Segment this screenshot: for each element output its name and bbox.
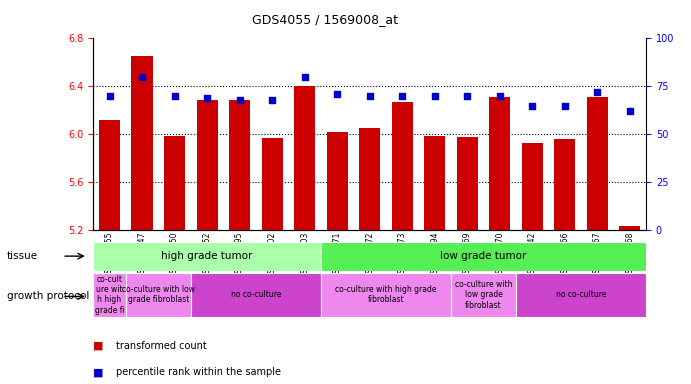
Text: co-cult
ure wit
h high
grade fi: co-cult ure wit h high grade fi: [95, 275, 124, 315]
Bar: [294, 86, 315, 230]
Text: percentile rank within the sample: percentile rank within the sample: [116, 367, 281, 377]
Bar: [191, 273, 321, 317]
Bar: [451, 273, 516, 317]
Point: [202, 95, 213, 101]
Bar: [489, 97, 511, 230]
Bar: [93, 273, 126, 317]
Point: [267, 97, 278, 103]
Text: no co-culture: no co-culture: [231, 290, 281, 299]
Bar: [262, 138, 283, 230]
Text: growth protocol: growth protocol: [7, 291, 89, 301]
Bar: [327, 132, 348, 230]
Bar: [587, 97, 608, 230]
Bar: [164, 136, 185, 230]
Point: [364, 93, 375, 99]
Point: [462, 93, 473, 99]
Bar: [93, 242, 321, 271]
Text: high grade tumor: high grade tumor: [162, 251, 253, 262]
Point: [234, 97, 245, 103]
Bar: [229, 99, 250, 230]
Bar: [321, 242, 646, 271]
Text: GDS4055 / 1569008_at: GDS4055 / 1569008_at: [252, 13, 398, 26]
Point: [104, 93, 115, 99]
Text: no co-culture: no co-culture: [556, 290, 606, 299]
Text: tissue: tissue: [7, 251, 38, 261]
Bar: [359, 128, 380, 230]
Text: transformed count: transformed count: [116, 341, 207, 351]
Point: [591, 89, 603, 95]
Point: [137, 74, 148, 80]
Text: co-culture with high grade
fibroblast: co-culture with high grade fibroblast: [335, 285, 437, 305]
Point: [169, 93, 180, 99]
Text: low grade tumor: low grade tumor: [440, 251, 527, 262]
Bar: [126, 273, 191, 317]
Point: [494, 93, 505, 99]
Bar: [619, 226, 641, 230]
Bar: [554, 139, 576, 230]
Bar: [522, 143, 543, 230]
Bar: [424, 136, 445, 230]
Text: co-culture with
low grade
fibroblast: co-culture with low grade fibroblast: [455, 280, 512, 310]
Point: [332, 91, 343, 97]
Point: [559, 103, 570, 109]
Point: [397, 93, 408, 99]
Bar: [516, 273, 646, 317]
Point: [429, 93, 440, 99]
Bar: [321, 273, 451, 317]
Bar: [392, 102, 413, 230]
Bar: [457, 137, 477, 230]
Point: [624, 108, 635, 114]
Point: [299, 74, 310, 80]
Text: ■: ■: [93, 367, 104, 377]
Bar: [196, 99, 218, 230]
Text: co-culture with low
grade fibroblast: co-culture with low grade fibroblast: [122, 285, 195, 305]
Bar: [99, 120, 120, 230]
Text: ■: ■: [93, 341, 104, 351]
Bar: [131, 56, 153, 230]
Point: [527, 103, 538, 109]
